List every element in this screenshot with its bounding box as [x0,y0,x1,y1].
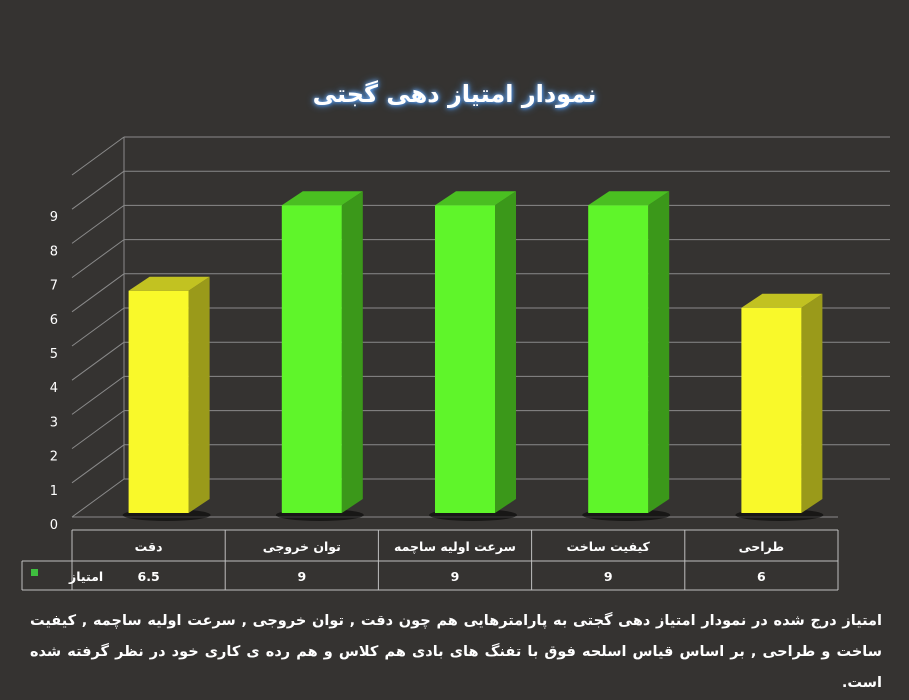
bar-side [495,191,516,513]
bar-top [588,191,670,206]
y-tick-label: 2 [50,450,58,465]
y-tick-label: 1 [50,484,58,499]
y-tick-label: 7 [50,279,58,294]
data-label: 6.5 [138,569,160,584]
bar-side [341,191,363,513]
bar-1 [122,276,211,521]
bar-side [188,276,210,513]
grid-line-depth [71,136,125,176]
bars-layer [122,191,824,521]
grid-line-depth [71,273,125,313]
bar-side [801,293,823,513]
bar-front [128,290,189,513]
category-label: سرعت اولیه ساچمه [394,539,516,554]
grid-line-depth [71,444,125,484]
bar-5 [735,293,824,521]
grid-line-depth [71,478,125,518]
chart-title: نمودار امتیاز دهی گجتی [312,80,597,108]
y-tick-label: 3 [50,415,58,430]
y-tick-label: 0 [50,518,58,533]
category-label: دقت [135,539,163,554]
data-table: دقت توان خروجی سرعت اولیه ساچمه کیفیت ساخت ط… [21,529,839,591]
y-axis-ticks: 0 1 2 3 4 5 6 7 8 9 [50,210,58,533]
bar-front [281,205,342,513]
chart-caption: امتیاز درج شده در نمودار امتیاز دهی گجتی… [30,613,882,691]
bar-2 [275,191,364,521]
grid-line-depth [71,375,125,415]
legend-key [31,569,38,576]
bar-side [648,191,670,513]
y-tick-label: 6 [50,313,58,328]
data-label: 9 [451,569,460,584]
bar-top [281,191,363,206]
bar-top [435,191,516,206]
category-label: طراحی [739,539,785,554]
y-tick-label: 9 [50,210,58,225]
data-label: 9 [604,569,613,584]
category-label: توان خروجی [263,539,341,554]
data-label: 6 [757,569,766,584]
bar-front [435,205,495,513]
y-tick-label: 4 [50,381,58,396]
data-label: 9 [297,569,306,584]
grid-line-depth [71,239,125,279]
category-label: کیفیت ساخت [567,539,651,554]
grid-line-depth [71,410,125,450]
bar-top [741,293,823,308]
y-tick-label: 8 [50,244,58,259]
grid-line-depth [71,204,125,244]
grid-line-depth [71,341,125,381]
bar-top [128,276,210,291]
grid-line-depth [71,170,125,210]
legend-series-name: امتیاز [68,569,103,584]
bar-4 [582,191,671,521]
bar-3 [429,191,517,521]
y-tick-label: 5 [50,347,58,362]
bar-front [741,307,802,513]
grid-line-depth [71,307,125,347]
bar-front [588,205,649,513]
